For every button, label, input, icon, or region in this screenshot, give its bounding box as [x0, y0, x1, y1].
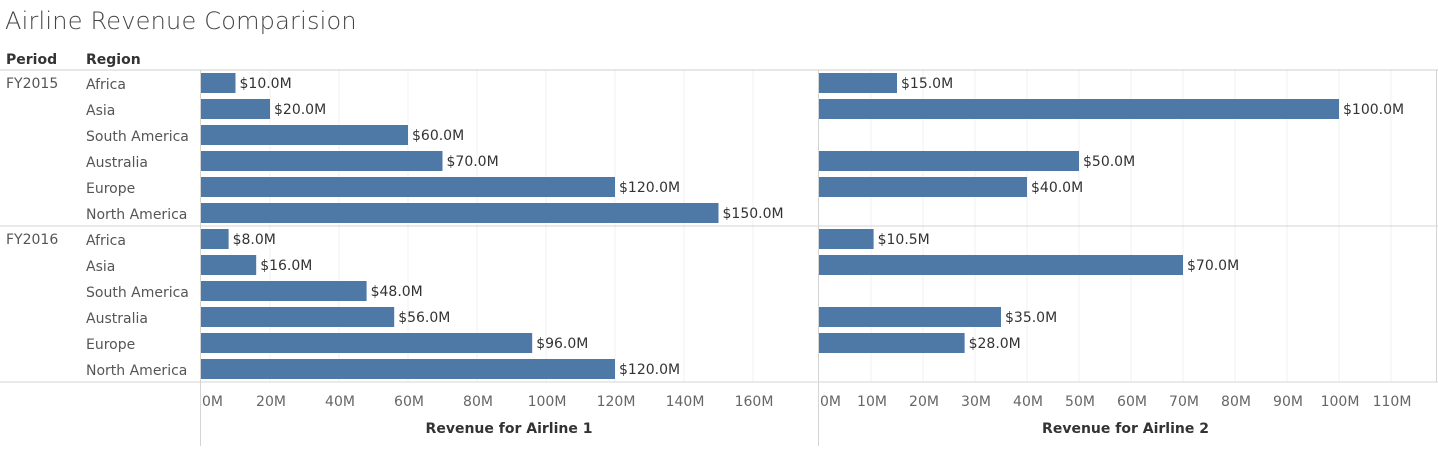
data-label: $40.0M — [1031, 180, 1083, 196]
bar — [201, 99, 270, 119]
tick-label: 110M — [1373, 394, 1412, 410]
data-label: $56.0M — [398, 310, 450, 326]
chart-title: Airline Revenue Comparision — [5, 7, 357, 35]
tick-label: 160M — [735, 394, 774, 410]
data-label: $28.0M — [969, 336, 1021, 352]
data-label: $70.0M — [1187, 258, 1239, 274]
data-label: $60.0M — [412, 128, 464, 144]
tick-label: 50M — [1065, 394, 1095, 410]
region-label: Asia — [86, 103, 115, 119]
bar — [819, 229, 874, 249]
tick-label: 60M — [1117, 394, 1147, 410]
bar — [201, 73, 236, 93]
data-label: $16.0M — [260, 258, 312, 274]
tick-label: 70M — [1169, 394, 1199, 410]
bar — [201, 359, 615, 379]
region-label: South America — [86, 285, 189, 301]
data-label: $48.0M — [371, 284, 423, 300]
x-axis-title: Revenue for Airline 1 — [426, 421, 593, 437]
tick-label: 30M — [961, 394, 991, 410]
tick-label: 0M — [202, 394, 223, 410]
tick-label: 100M — [1321, 394, 1360, 410]
tick-label: 0M — [820, 394, 841, 410]
bar — [201, 203, 719, 223]
tick-label: 90M — [1273, 394, 1303, 410]
data-label: $150.0M — [723, 206, 784, 222]
bar — [201, 333, 533, 353]
bar — [819, 333, 965, 353]
bar — [819, 255, 1183, 275]
region-label: North America — [86, 207, 187, 223]
region-label: Asia — [86, 259, 115, 275]
region-label: North America — [86, 363, 187, 379]
period-label: FY2016 — [6, 232, 58, 248]
tick-label: 100M — [528, 394, 567, 410]
tick-label: 10M — [857, 394, 887, 410]
region-label: Australia — [86, 155, 148, 171]
bar — [201, 255, 257, 275]
bar — [819, 99, 1339, 119]
region-label: South America — [86, 129, 189, 145]
data-label: $70.0M — [447, 154, 499, 170]
tick-label: 20M — [256, 394, 286, 410]
tick-label: 40M — [325, 394, 355, 410]
region-label: Europe — [86, 181, 135, 197]
tick-label: 140M — [666, 394, 705, 410]
x-axis-title: Revenue for Airline 2 — [1042, 421, 1209, 437]
tick-label: 40M — [1013, 394, 1043, 410]
data-label: $8.0M — [233, 232, 276, 248]
bar — [819, 151, 1079, 171]
tick-label: 80M — [463, 394, 493, 410]
tick-label: 120M — [597, 394, 636, 410]
data-label: $20.0M — [274, 102, 326, 118]
bar — [819, 73, 897, 93]
region-label: Europe — [86, 337, 135, 353]
tick-label: 60M — [394, 394, 424, 410]
bar — [819, 307, 1001, 327]
bar — [201, 229, 229, 249]
data-label: $120.0M — [619, 362, 680, 378]
region-label: Australia — [86, 311, 148, 327]
region-header: Region — [86, 52, 141, 68]
data-label: $10.5M — [878, 232, 930, 248]
data-label: $35.0M — [1005, 310, 1057, 326]
bar — [201, 177, 615, 197]
bar — [201, 151, 443, 171]
bar — [201, 281, 367, 301]
data-label: $96.0M — [536, 336, 588, 352]
tick-label: 20M — [909, 394, 939, 410]
bar — [201, 307, 395, 327]
tick-label: 80M — [1221, 394, 1251, 410]
period-header: Period — [6, 52, 57, 68]
bar — [201, 125, 408, 145]
data-label: $120.0M — [619, 180, 680, 196]
data-label: $100.0M — [1343, 102, 1404, 118]
period-label: FY2015 — [6, 76, 58, 92]
data-label: $10.0M — [240, 76, 292, 92]
region-label: Africa — [86, 233, 126, 249]
bar — [819, 177, 1027, 197]
data-label: $15.0M — [901, 76, 953, 92]
region-label: Africa — [86, 77, 126, 93]
data-label: $50.0M — [1083, 154, 1135, 170]
